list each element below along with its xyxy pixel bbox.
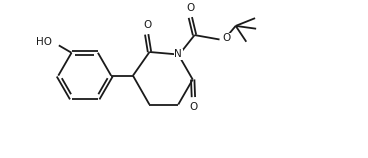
Text: N: N bbox=[174, 49, 182, 60]
Text: O: O bbox=[143, 20, 151, 30]
Text: HO: HO bbox=[36, 37, 52, 47]
Text: O: O bbox=[189, 102, 198, 112]
Text: O: O bbox=[187, 3, 195, 13]
Text: O: O bbox=[222, 33, 231, 43]
